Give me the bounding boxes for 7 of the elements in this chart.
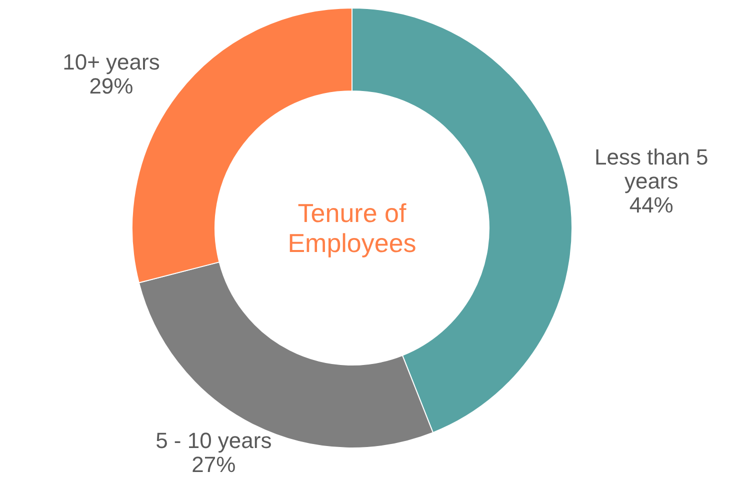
text: Tenure of Employees bbox=[288, 198, 416, 258]
data-label: 44% bbox=[629, 192, 674, 218]
slice-label: Less than 5 years bbox=[594, 144, 708, 194]
slice-label: 10+ years bbox=[62, 49, 160, 74]
slice-label: 5 - 10 years bbox=[156, 428, 272, 453]
data-label: 27% bbox=[192, 452, 236, 478]
data-label: 29% bbox=[89, 74, 134, 98]
